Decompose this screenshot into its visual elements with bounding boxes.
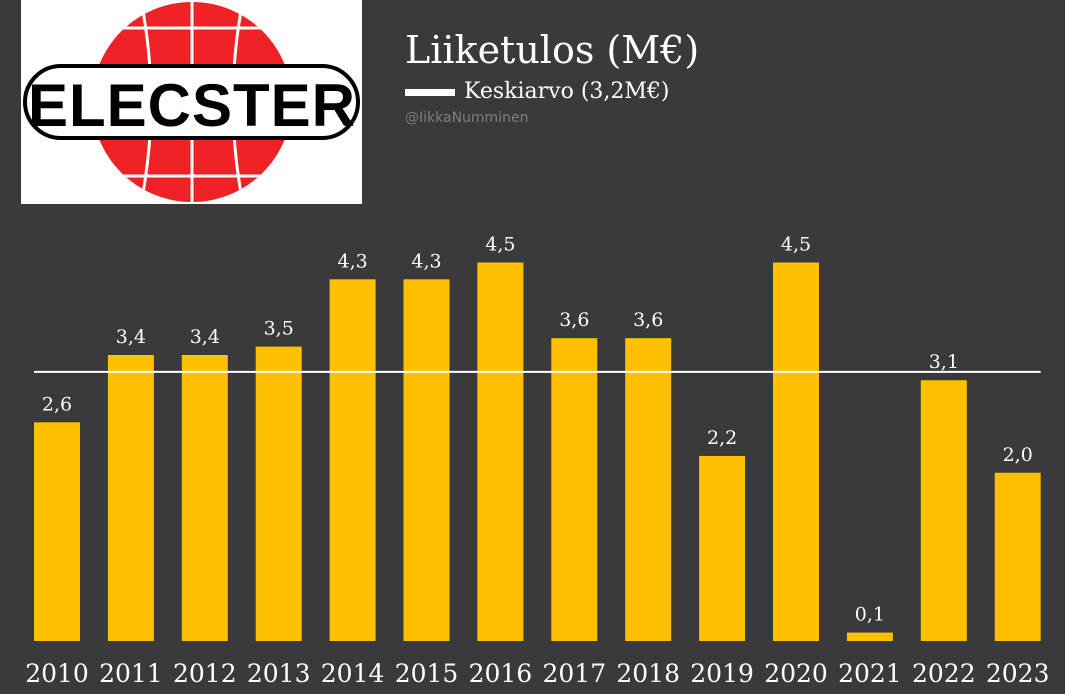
value-label-2018: 3,6 — [633, 309, 663, 331]
x-tick-2014: 2014 — [321, 659, 385, 688]
value-label-2021: 0,1 — [855, 604, 885, 626]
bars-group — [34, 262, 1041, 641]
value-label-2015: 4,3 — [411, 250, 441, 272]
bar-2015 — [403, 279, 450, 641]
x-tick-2011: 2011 — [99, 659, 163, 688]
legend-average-label: Keskiarvo (3,2M€) — [464, 78, 670, 104]
x-tick-2022: 2022 — [912, 659, 976, 688]
x-tick-2021: 2021 — [838, 659, 902, 688]
bar-2013 — [255, 346, 302, 641]
bar-2019 — [699, 455, 746, 641]
x-tick-2018: 2018 — [616, 659, 680, 688]
legend: Keskiarvo (3,2M€) — [405, 76, 670, 106]
x-tick-2015: 2015 — [395, 659, 459, 688]
value-label-2019: 2,2 — [707, 427, 737, 449]
x-tick-2017: 2017 — [542, 659, 606, 688]
bar-2012 — [181, 355, 228, 641]
x-tick-labels-group: 2010 2011 2012 2013 2014 2015 2016 2017 2018 2019… — [25, 659, 1049, 688]
author-handle: @IikkaNumminen — [405, 110, 529, 126]
logo-wordmark: ELECSTER — [28, 72, 356, 139]
elecster-logo-graphic: ELECSTER — [23, 2, 360, 202]
value-label-2016: 4,5 — [485, 233, 515, 255]
x-tick-2012: 2012 — [173, 659, 237, 688]
bar-2022 — [920, 380, 967, 641]
value-label-2023: 2,0 — [1003, 444, 1033, 466]
elecster-logo: ELECSTER — [21, 0, 362, 204]
bar-2023 — [994, 472, 1041, 641]
logo-frame — [23, 64, 360, 140]
x-tick-2016: 2016 — [469, 659, 533, 688]
value-label-2010: 2,6 — [42, 393, 72, 415]
value-label-2013: 3,5 — [264, 318, 294, 340]
bar-2021 — [846, 632, 893, 641]
x-tick-2019: 2019 — [690, 659, 754, 688]
chart-title: Liiketulos (M€) — [405, 28, 700, 72]
value-label-2017: 3,6 — [559, 309, 589, 331]
bar-2011 — [107, 355, 154, 641]
x-tick-2010: 2010 — [25, 659, 89, 688]
value-label-2014: 4,3 — [337, 250, 367, 272]
x-tick-2020: 2020 — [764, 659, 828, 688]
value-label-2012: 3,4 — [190, 326, 220, 348]
value-label-2011: 3,4 — [116, 326, 146, 348]
x-tick-2013: 2013 — [247, 659, 311, 688]
value-label-2020: 4,5 — [781, 233, 811, 255]
bar-2016 — [477, 262, 524, 641]
x-tick-2023: 2023 — [986, 659, 1050, 688]
legend-average-swatch — [405, 88, 455, 96]
bar-2018 — [625, 338, 672, 641]
bar-2010 — [34, 422, 80, 641]
bar-2014 — [329, 279, 376, 641]
value-label-2022: 3,1 — [929, 351, 959, 373]
bar-2017 — [551, 338, 598, 641]
bar-2020 — [773, 262, 819, 641]
value-labels-group: 2,6 3,4 3,4 3,5 4,3 4,3 4,5 3,6 3,6 2,2 4,5 0,1 3,1 2… — [42, 233, 1033, 625]
